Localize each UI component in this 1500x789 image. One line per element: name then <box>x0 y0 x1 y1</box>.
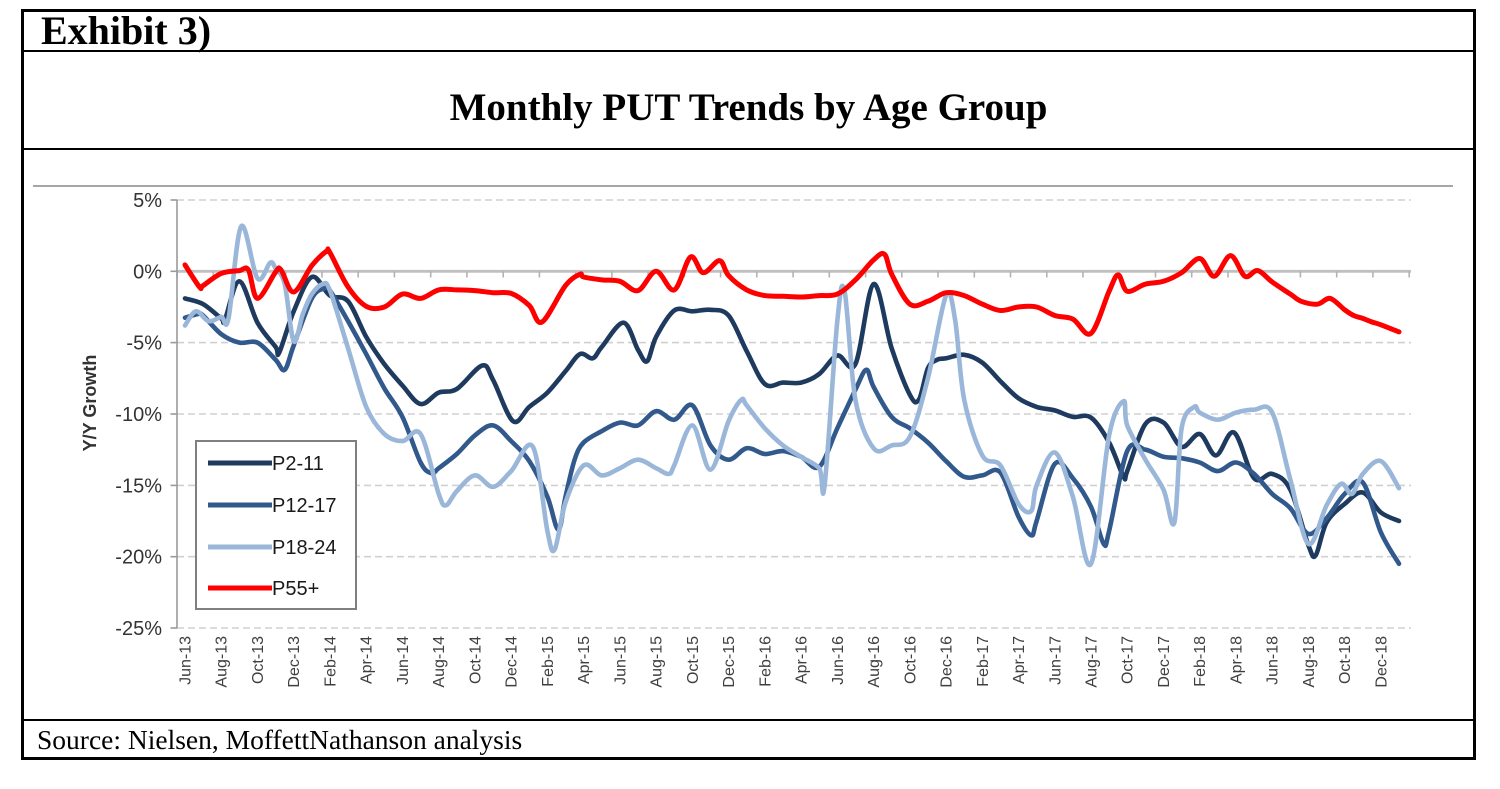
svg-text:Aug-14: Aug-14 <box>431 636 448 688</box>
svg-text:Y/Y Growth: Y/Y Growth <box>80 355 100 452</box>
svg-text:P12-17: P12-17 <box>272 495 337 517</box>
svg-text:Apr-15: Apr-15 <box>576 636 593 684</box>
svg-text:Apr-16: Apr-16 <box>794 636 811 684</box>
svg-text:Jun-14: Jun-14 <box>395 636 412 685</box>
svg-text:5%: 5% <box>133 190 162 212</box>
svg-text:Apr-18: Apr-18 <box>1229 636 1246 684</box>
svg-text:Jun-15: Jun-15 <box>612 636 629 685</box>
svg-text:Jun-17: Jun-17 <box>1047 636 1064 685</box>
svg-text:Aug-16: Aug-16 <box>866 636 883 688</box>
svg-text:Aug-13: Aug-13 <box>214 636 231 688</box>
svg-text:Aug-15: Aug-15 <box>649 636 666 688</box>
svg-text:P2-11: P2-11 <box>272 453 324 475</box>
svg-text:Dec-13: Dec-13 <box>286 636 303 688</box>
svg-text:Oct-18: Oct-18 <box>1337 636 1354 684</box>
svg-text:Aug-17: Aug-17 <box>1084 636 1101 688</box>
svg-text:0%: 0% <box>133 261 162 283</box>
svg-text:Dec-15: Dec-15 <box>721 636 738 688</box>
svg-text:-15%: -15% <box>115 475 162 497</box>
svg-text:-5%: -5% <box>126 333 162 355</box>
svg-text:Aug-18: Aug-18 <box>1301 636 1318 688</box>
svg-text:Jun-16: Jun-16 <box>830 636 847 685</box>
svg-text:Feb-14: Feb-14 <box>323 636 340 687</box>
svg-text:Feb-18: Feb-18 <box>1192 636 1209 687</box>
svg-text:P18-24: P18-24 <box>272 537 337 559</box>
svg-text:Feb-15: Feb-15 <box>540 636 557 687</box>
svg-text:Apr-14: Apr-14 <box>359 636 376 684</box>
svg-text:-20%: -20% <box>115 547 162 569</box>
svg-text:Dec-14: Dec-14 <box>504 636 521 688</box>
svg-text:Dec-18: Dec-18 <box>1373 636 1390 688</box>
svg-text:-25%: -25% <box>115 618 162 640</box>
svg-text:Oct-14: Oct-14 <box>467 636 484 684</box>
svg-text:Oct-16: Oct-16 <box>902 636 919 684</box>
svg-text:Feb-16: Feb-16 <box>757 636 774 687</box>
svg-text:P55+: P55+ <box>272 578 319 600</box>
svg-text:Apr-17: Apr-17 <box>1011 636 1028 684</box>
svg-text:Oct-13: Oct-13 <box>250 636 267 684</box>
svg-text:-10%: -10% <box>115 404 162 426</box>
svg-text:Dec-16: Dec-16 <box>939 636 956 688</box>
svg-text:Dec-17: Dec-17 <box>1156 636 1173 688</box>
svg-text:Oct-17: Oct-17 <box>1120 636 1137 684</box>
svg-text:Feb-17: Feb-17 <box>975 636 992 687</box>
svg-text:Jun-13: Jun-13 <box>178 636 195 685</box>
svg-text:Jun-18: Jun-18 <box>1265 636 1282 685</box>
svg-text:Oct-15: Oct-15 <box>685 636 702 684</box>
